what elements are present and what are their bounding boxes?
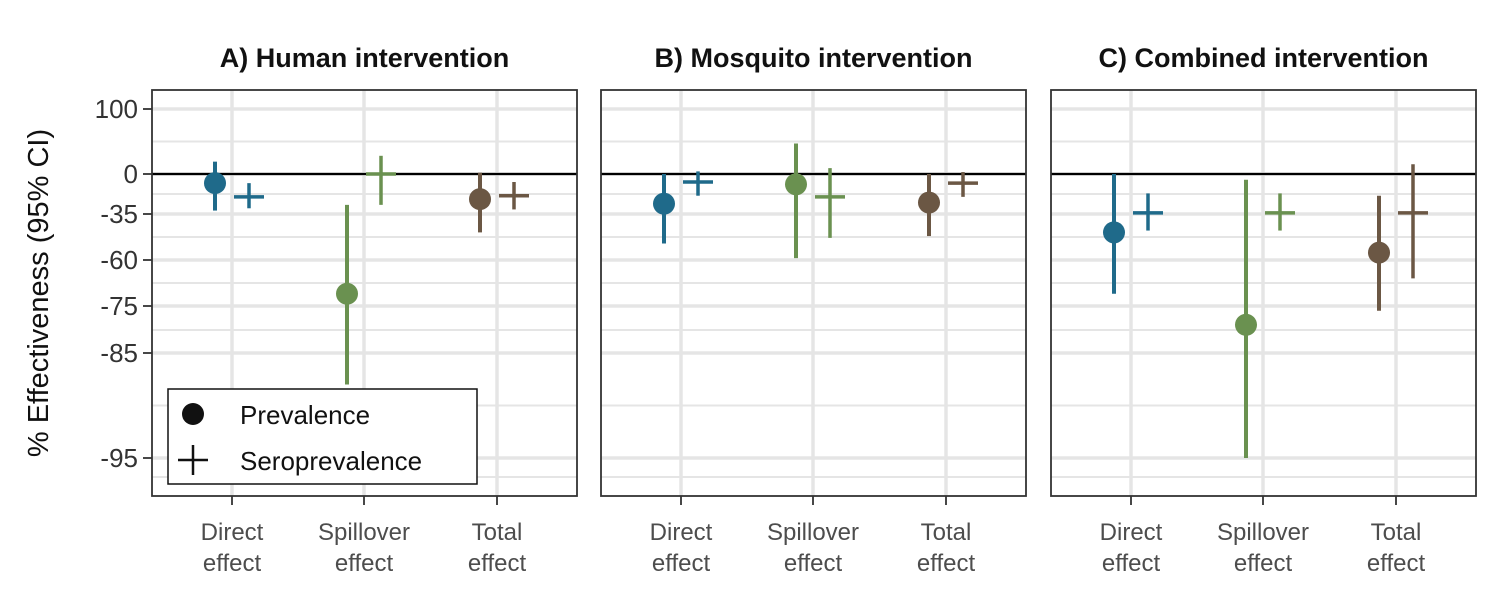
- x-tick-label: Spillover: [318, 519, 410, 546]
- prevalence-point: [204, 172, 226, 195]
- y-axis: 100 0 -35 -60 -75 -85 -95 % Effectiveness (95% …: [23, 94, 152, 473]
- x-tick-label: effect: [784, 550, 843, 577]
- y-tick-label: -60: [100, 245, 138, 275]
- y-tick-label: -75: [100, 291, 138, 321]
- x-tick-label: Total: [1371, 519, 1422, 546]
- prevalence-point: [1103, 221, 1125, 244]
- legend-label-prevalence: Prevalence: [240, 400, 370, 430]
- prevalence-point: [918, 191, 940, 214]
- prevalence-point: [336, 282, 358, 305]
- y-tick-label: -35: [100, 199, 138, 229]
- y-tick-label: 0: [124, 159, 138, 189]
- x-tick-label: Direct: [1100, 519, 1163, 546]
- panel-2: Direct effect Spillover effect Total effect B)…: [600, 43, 1027, 577]
- x-tick-label: Spillover: [767, 519, 859, 546]
- prevalence-point: [785, 173, 807, 196]
- x-tick-label: effect: [1234, 550, 1293, 577]
- legend-key-circle: [182, 403, 204, 425]
- legend-label-seroprevalence: Seroprevalence: [240, 446, 422, 476]
- y-tick-label: 100: [95, 94, 138, 124]
- x-tick-label: Direct: [650, 519, 713, 546]
- x-tick-label: Direct: [201, 519, 264, 546]
- panel-title: C) Combined intervention: [1099, 43, 1429, 73]
- x-tick-label: effect: [203, 550, 262, 577]
- panel-3: Direct effect Spillover effect Total effect C)…: [1050, 43, 1477, 577]
- panel-title: A) Human intervention: [220, 43, 510, 73]
- x-tick-label: effect: [1102, 550, 1161, 577]
- x-tick-label: effect: [468, 550, 527, 577]
- prevalence-point: [1368, 241, 1390, 264]
- x-tick-label: Total: [472, 519, 523, 546]
- y-tick-label: -95: [100, 443, 138, 473]
- y-tick-label: -85: [100, 338, 138, 368]
- legend: Prevalence Seroprevalence: [167, 388, 478, 485]
- panel-title: B) Mosquito intervention: [655, 43, 973, 73]
- x-tick-label: Total: [921, 519, 972, 546]
- x-tick-label: effect: [917, 550, 976, 577]
- prevalence-point: [469, 188, 491, 211]
- prevalence-point: [653, 192, 675, 215]
- y-axis-title: % Effectiveness (95% CI): [23, 129, 55, 457]
- x-tick-label: Spillover: [1217, 519, 1309, 546]
- x-tick-label: effect: [1367, 550, 1426, 577]
- panel-1: Direct effect Spillover effect Total effect A)…: [151, 43, 578, 577]
- x-tick-label: effect: [335, 550, 394, 577]
- x-tick-label: effect: [652, 550, 711, 577]
- prevalence-point: [1235, 313, 1257, 336]
- legend-box: [167, 388, 478, 485]
